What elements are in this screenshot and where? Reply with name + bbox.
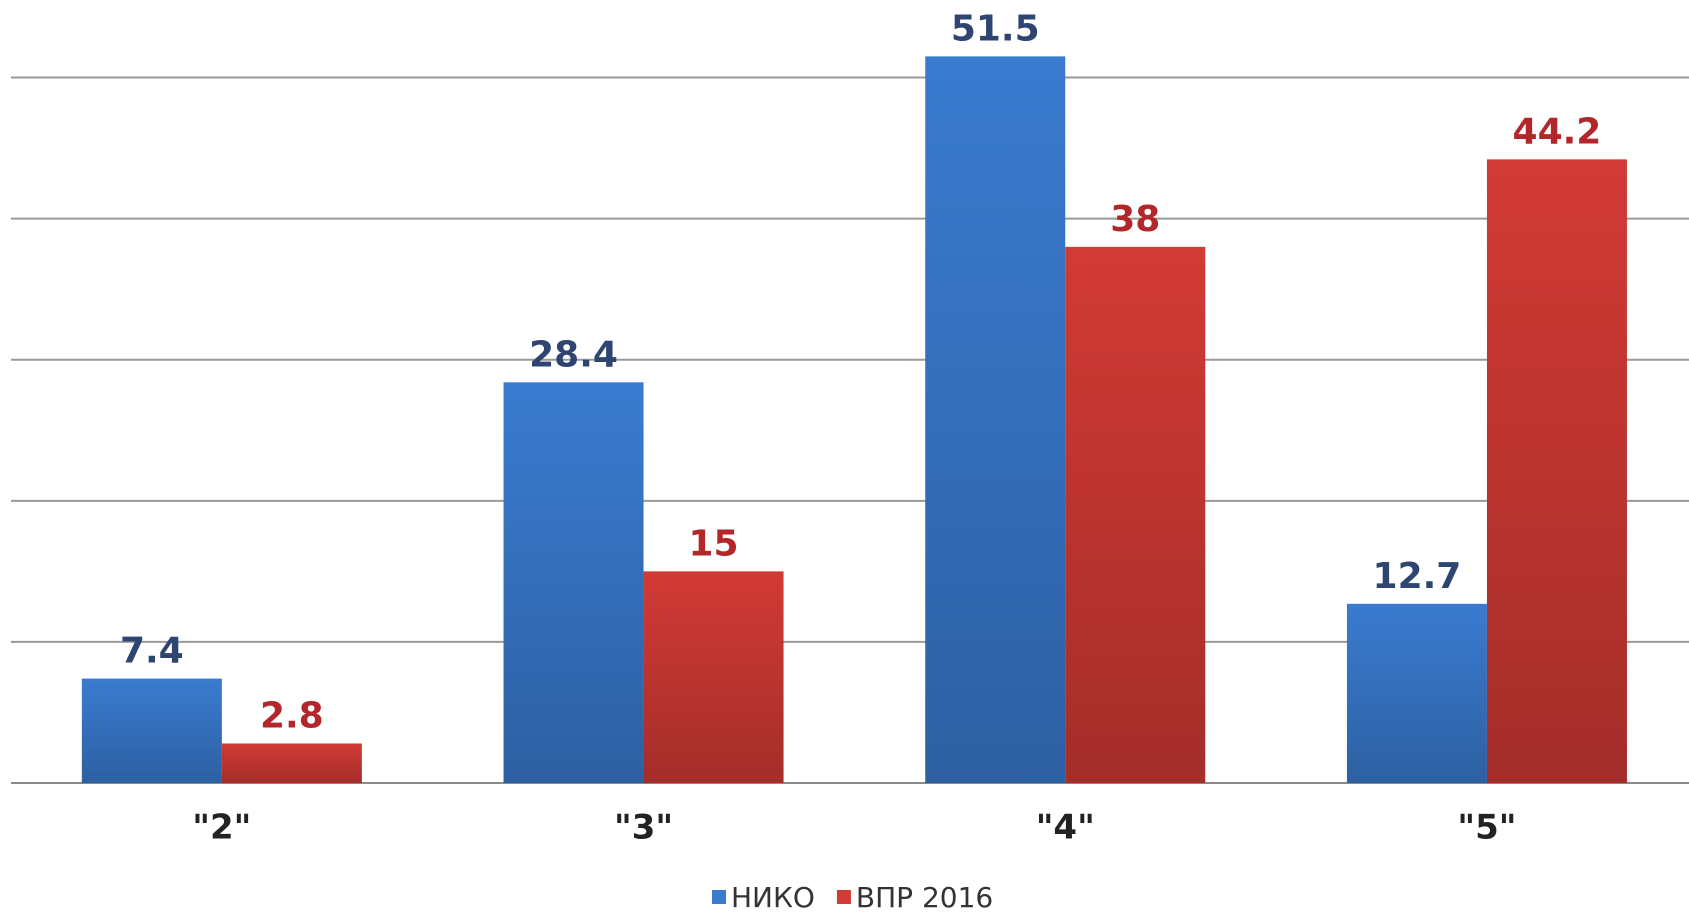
x-tick-label: "2" [192, 808, 251, 848]
x-tick-label: "4" [1036, 808, 1095, 848]
data-label: 2.8 [260, 695, 324, 736]
x-tick-label: "5" [1457, 808, 1516, 848]
bar-shade [503, 382, 644, 783]
bar-shade [1065, 246, 1206, 783]
bar-shade [81, 678, 222, 783]
legend-swatch [836, 890, 851, 904]
bar-shade [221, 743, 362, 783]
legend: НИКО ВПР 2016 [712, 881, 993, 914]
data-label: 7.4 [120, 631, 184, 672]
data-label: 44.2 [1513, 111, 1602, 152]
x-tick-label: "3" [614, 808, 673, 848]
bar-shade [643, 571, 784, 783]
data-label: 38 [1110, 199, 1160, 240]
legend-label: ВПР 2016 [856, 881, 993, 914]
data-label: 12.7 [1373, 556, 1462, 597]
legend-label: НИКО [731, 881, 815, 914]
data-label: 28.4 [529, 334, 618, 375]
data-label: 15 [688, 523, 738, 564]
data-label: 51.5 [951, 8, 1040, 49]
bar-shade [1486, 159, 1627, 784]
bar-shade [925, 56, 1066, 783]
bar-shade [1346, 603, 1487, 783]
legend-swatch [712, 890, 726, 904]
